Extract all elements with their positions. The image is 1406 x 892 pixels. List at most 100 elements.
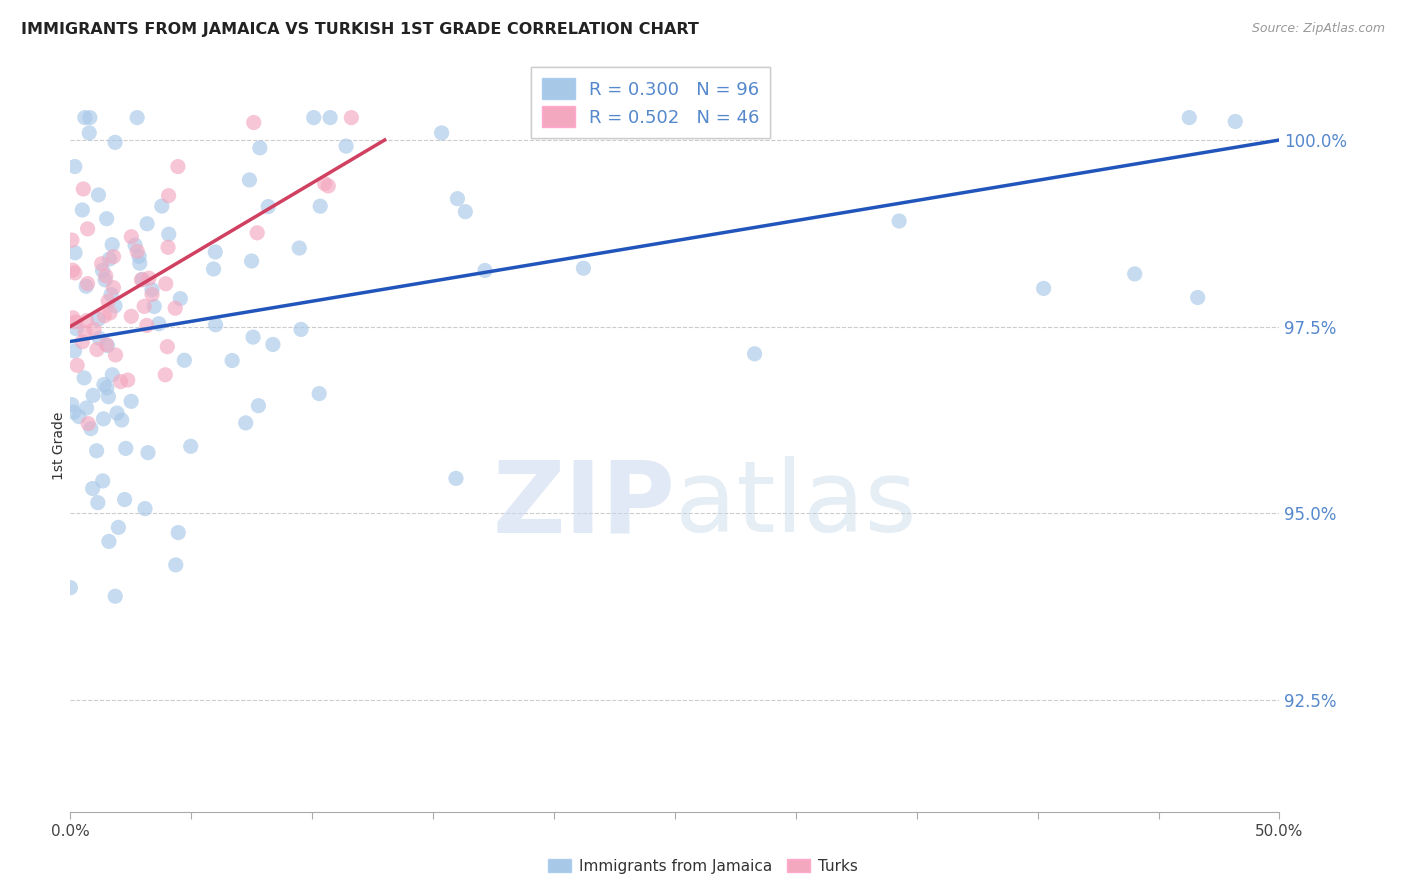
Point [60, 233, 83, 247]
Point [63, 160, 86, 174]
Point [107, 520, 129, 534]
Point [134, 299, 156, 313]
Point [98, 306, 121, 320]
Legend: R = 0.300   N = 96, R = 0.502   N = 46: R = 0.300 N = 96, R = 0.502 N = 46 [531, 68, 770, 138]
Y-axis label: 1st Grade: 1st Grade [52, 412, 66, 480]
Point [114, 492, 136, 507]
Point [72, 202, 94, 217]
Point [131, 273, 153, 287]
Point [79, 111, 101, 125]
Point [62, 405, 84, 419]
Point [454, 204, 477, 219]
Point [87, 495, 110, 509]
Point [157, 188, 180, 202]
Point [93, 309, 115, 323]
Point [103, 250, 125, 264]
Point [96, 211, 118, 226]
Point [340, 111, 363, 125]
Point [104, 299, 127, 313]
Point [101, 237, 124, 252]
Point [474, 263, 496, 277]
Point [319, 111, 342, 125]
Point [91, 474, 114, 488]
Point [94, 273, 117, 287]
Point [65, 315, 87, 329]
Point [66, 359, 89, 373]
Point [59, 581, 82, 595]
Point [136, 217, 159, 231]
Point [117, 373, 139, 387]
Point [82, 388, 104, 402]
Point [100, 287, 122, 301]
Point [1032, 281, 1054, 295]
Point [87, 312, 110, 326]
Point [97, 534, 120, 549]
Point [302, 111, 325, 125]
Point [124, 238, 146, 252]
Point [104, 136, 127, 150]
Point [262, 337, 284, 351]
Point [744, 347, 766, 361]
Point [75, 279, 97, 293]
Point [446, 192, 468, 206]
Point [157, 227, 180, 242]
Point [150, 199, 173, 213]
Point [128, 256, 150, 270]
Point [242, 115, 264, 129]
Point [77, 417, 100, 431]
Point [111, 413, 134, 427]
Point [60, 398, 83, 412]
Point [97, 294, 120, 309]
Point [572, 261, 595, 276]
Point [96, 338, 118, 352]
Point [77, 126, 100, 140]
Point [143, 300, 166, 314]
Point [62, 310, 84, 325]
Point [127, 111, 149, 125]
Point [82, 482, 104, 496]
Point [202, 262, 225, 277]
Point [257, 200, 280, 214]
Point [105, 406, 128, 420]
Point [97, 390, 120, 404]
Point [155, 368, 177, 382]
Point [173, 353, 195, 368]
Point [155, 277, 177, 291]
Point [120, 310, 142, 324]
Point [80, 421, 103, 435]
Point [308, 386, 330, 401]
Point [91, 263, 114, 277]
Point [242, 330, 264, 344]
Point [180, 439, 202, 453]
Point [204, 318, 226, 332]
Point [96, 381, 118, 395]
Point [156, 340, 179, 354]
Point [1178, 111, 1201, 125]
Point [165, 301, 187, 316]
Point [86, 343, 108, 357]
Point [309, 199, 332, 213]
Point [141, 283, 163, 297]
Point [73, 111, 96, 125]
Point [104, 589, 127, 603]
Point [141, 287, 163, 301]
Point [67, 409, 90, 424]
Point [157, 240, 180, 254]
Point [235, 416, 257, 430]
Point [76, 277, 98, 291]
Point [89, 331, 111, 345]
Point [1225, 114, 1247, 128]
Legend: Immigrants from Jamaica, Turks: Immigrants from Jamaica, Turks [543, 853, 863, 880]
Point [135, 318, 157, 333]
Point [103, 280, 125, 294]
Point [90, 257, 112, 271]
Point [430, 126, 453, 140]
Point [221, 353, 243, 368]
Point [120, 394, 142, 409]
Point [138, 271, 160, 285]
Point [114, 442, 136, 456]
Point [134, 501, 156, 516]
Point [316, 178, 339, 193]
Point [131, 272, 153, 286]
Point [165, 558, 187, 572]
